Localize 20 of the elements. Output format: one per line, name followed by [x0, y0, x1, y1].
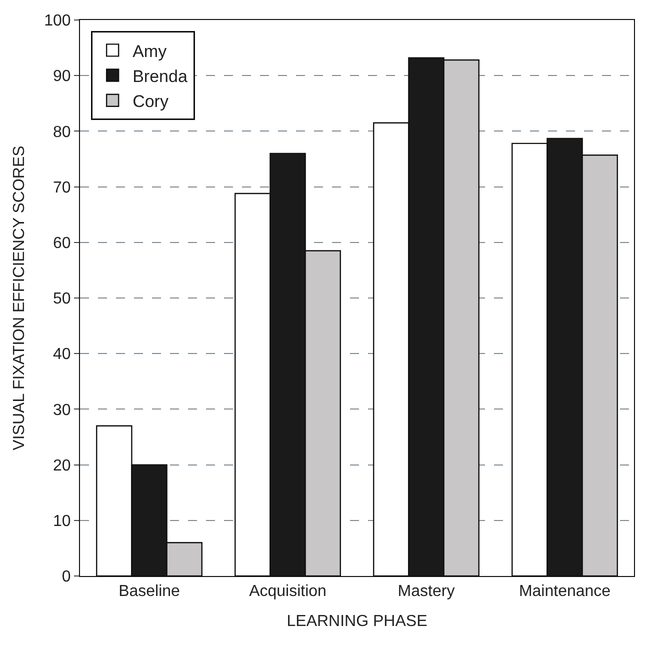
y-tick-label: 100 [44, 12, 71, 30]
y-tick-label: 0 [62, 568, 71, 586]
y-tick-label: 70 [53, 179, 71, 196]
x-tick-label: Acquisition [249, 583, 326, 600]
x-tick-label: Maintenance [518, 583, 611, 600]
y-tick-label: 40 [53, 346, 71, 364]
y-tick-label: 10 [53, 513, 71, 530]
y-tick-label: 50 [53, 290, 71, 308]
x-tick-label: Mastery [398, 583, 455, 600]
y-tick-label: 20 [53, 457, 71, 474]
y-tick-label: 60 [53, 235, 71, 252]
x-tick-label: Baseline [118, 583, 180, 600]
x-axis-title: LEARNING PHASE [286, 612, 428, 630]
y-tick-label: 30 [53, 402, 71, 419]
y-axis-title: VISUAL FIXATION EFFICIENCY SCORES [10, 146, 28, 450]
y-tick-label: 80 [53, 124, 71, 141]
y-tick-label: 90 [53, 68, 71, 86]
legend-label: Amy [132, 42, 168, 61]
legend-label: Cory [132, 92, 169, 111]
legend-label: Brenda [132, 66, 188, 86]
